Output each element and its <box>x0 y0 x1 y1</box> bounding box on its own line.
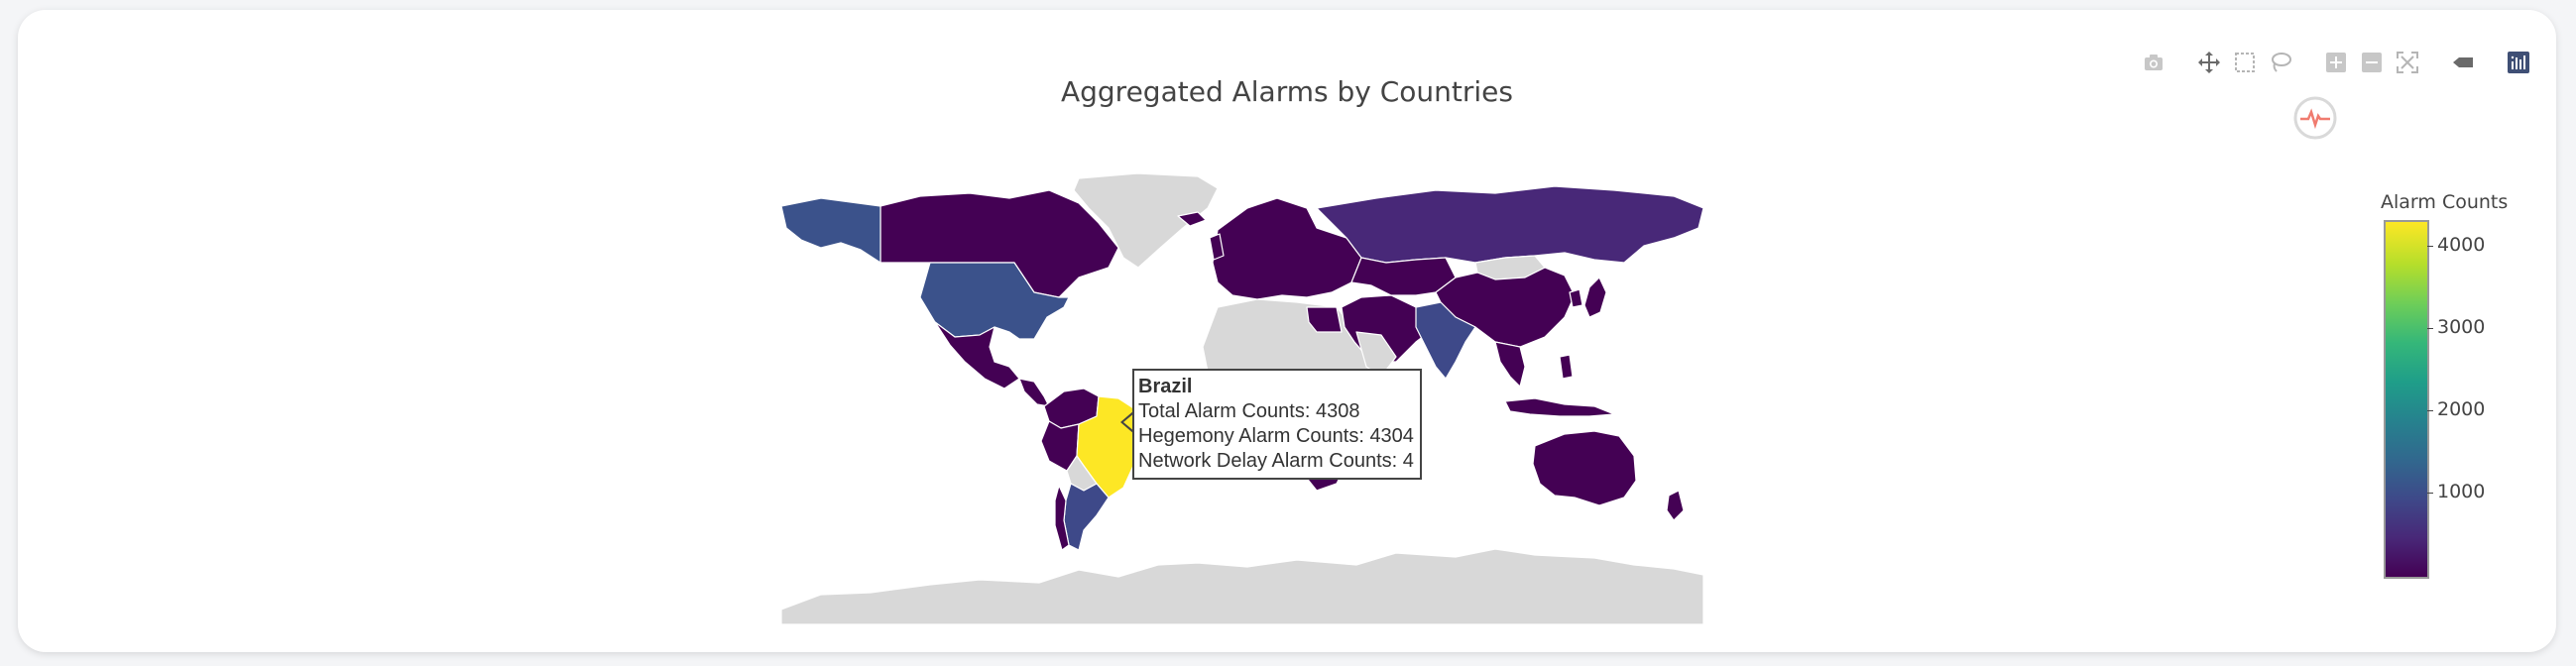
tooltip-total: Total Alarm Counts: 4308 <box>1138 400 1360 422</box>
colorbar-tick-mark <box>2427 409 2433 411</box>
country-australia[interactable] <box>1532 430 1637 506</box>
country-argentina[interactable] <box>1063 483 1110 551</box>
country-southeast-asia[interactable] <box>1494 341 1526 388</box>
country-iceland[interactable] <box>1177 211 1207 227</box>
chart-card: Aggregated Alarms by Countries <box>18 10 2556 652</box>
colorbar-tick-label: 3000 <box>2437 315 2486 338</box>
colorbar-title: Alarm Counts <box>2381 191 2509 213</box>
pan-icon[interactable] <box>2194 48 2224 77</box>
country-russia[interactable] <box>1316 185 1703 264</box>
colorbar-tick-mark <box>2427 327 2433 329</box>
lasso-select-icon[interactable] <box>2266 48 2295 77</box>
country-chile[interactable] <box>1054 485 1070 551</box>
tooltip-country: Brazil <box>1138 376 1193 397</box>
country-mexico[interactable] <box>934 321 1020 389</box>
box-select-icon[interactable] <box>2230 48 2260 77</box>
colorbar-tick-mark <box>2427 492 2433 494</box>
country-korea[interactable] <box>1569 288 1583 308</box>
colorbar-tick-label: 2000 <box>2437 397 2486 420</box>
colorbar <box>2384 220 2429 579</box>
tooltip-network-delay: Network Delay Alarm Counts: 4 <box>1138 450 1414 472</box>
country-uk[interactable] <box>1209 233 1225 261</box>
colorbar-tick-label: 1000 <box>2437 480 2486 502</box>
camera-icon[interactable] <box>2139 48 2168 77</box>
country-egypt[interactable] <box>1306 306 1343 333</box>
country-indonesia[interactable] <box>1504 397 1615 417</box>
country-japan[interactable] <box>1583 277 1607 318</box>
country-greenland[interactable] <box>1073 172 1219 269</box>
colorbar-tick-label: 4000 <box>2437 233 2486 256</box>
reset-view-icon[interactable] <box>2393 48 2422 77</box>
colorbar-tick-mark <box>2427 245 2433 247</box>
country-arabia[interactable] <box>1355 331 1397 378</box>
country-central-america[interactable] <box>1018 378 1050 407</box>
country-europe[interactable] <box>1212 197 1362 300</box>
zoom-in-icon[interactable] <box>2321 48 2351 77</box>
country-alaska[interactable] <box>781 197 881 264</box>
chart-title: Aggregated Alarms by Countries <box>1060 75 1513 108</box>
plotly-logo-icon[interactable] <box>2504 48 2533 77</box>
app-logo-icon <box>2293 96 2337 140</box>
zoom-out-icon[interactable] <box>2357 48 2387 77</box>
show-closest-icon[interactable] <box>2448 48 2478 77</box>
country-antarctica[interactable] <box>781 548 1703 624</box>
tooltip-hegemony: Hegemony Alarm Counts: 4304 <box>1138 425 1414 447</box>
country-india[interactable] <box>1415 301 1476 380</box>
country-new-zealand[interactable] <box>1666 490 1685 521</box>
modebar <box>2136 48 2536 77</box>
country-philippines[interactable] <box>1559 354 1574 380</box>
hover-tooltip: Brazil Total Alarm Counts: 4308 Hegemony… <box>1132 369 1422 480</box>
